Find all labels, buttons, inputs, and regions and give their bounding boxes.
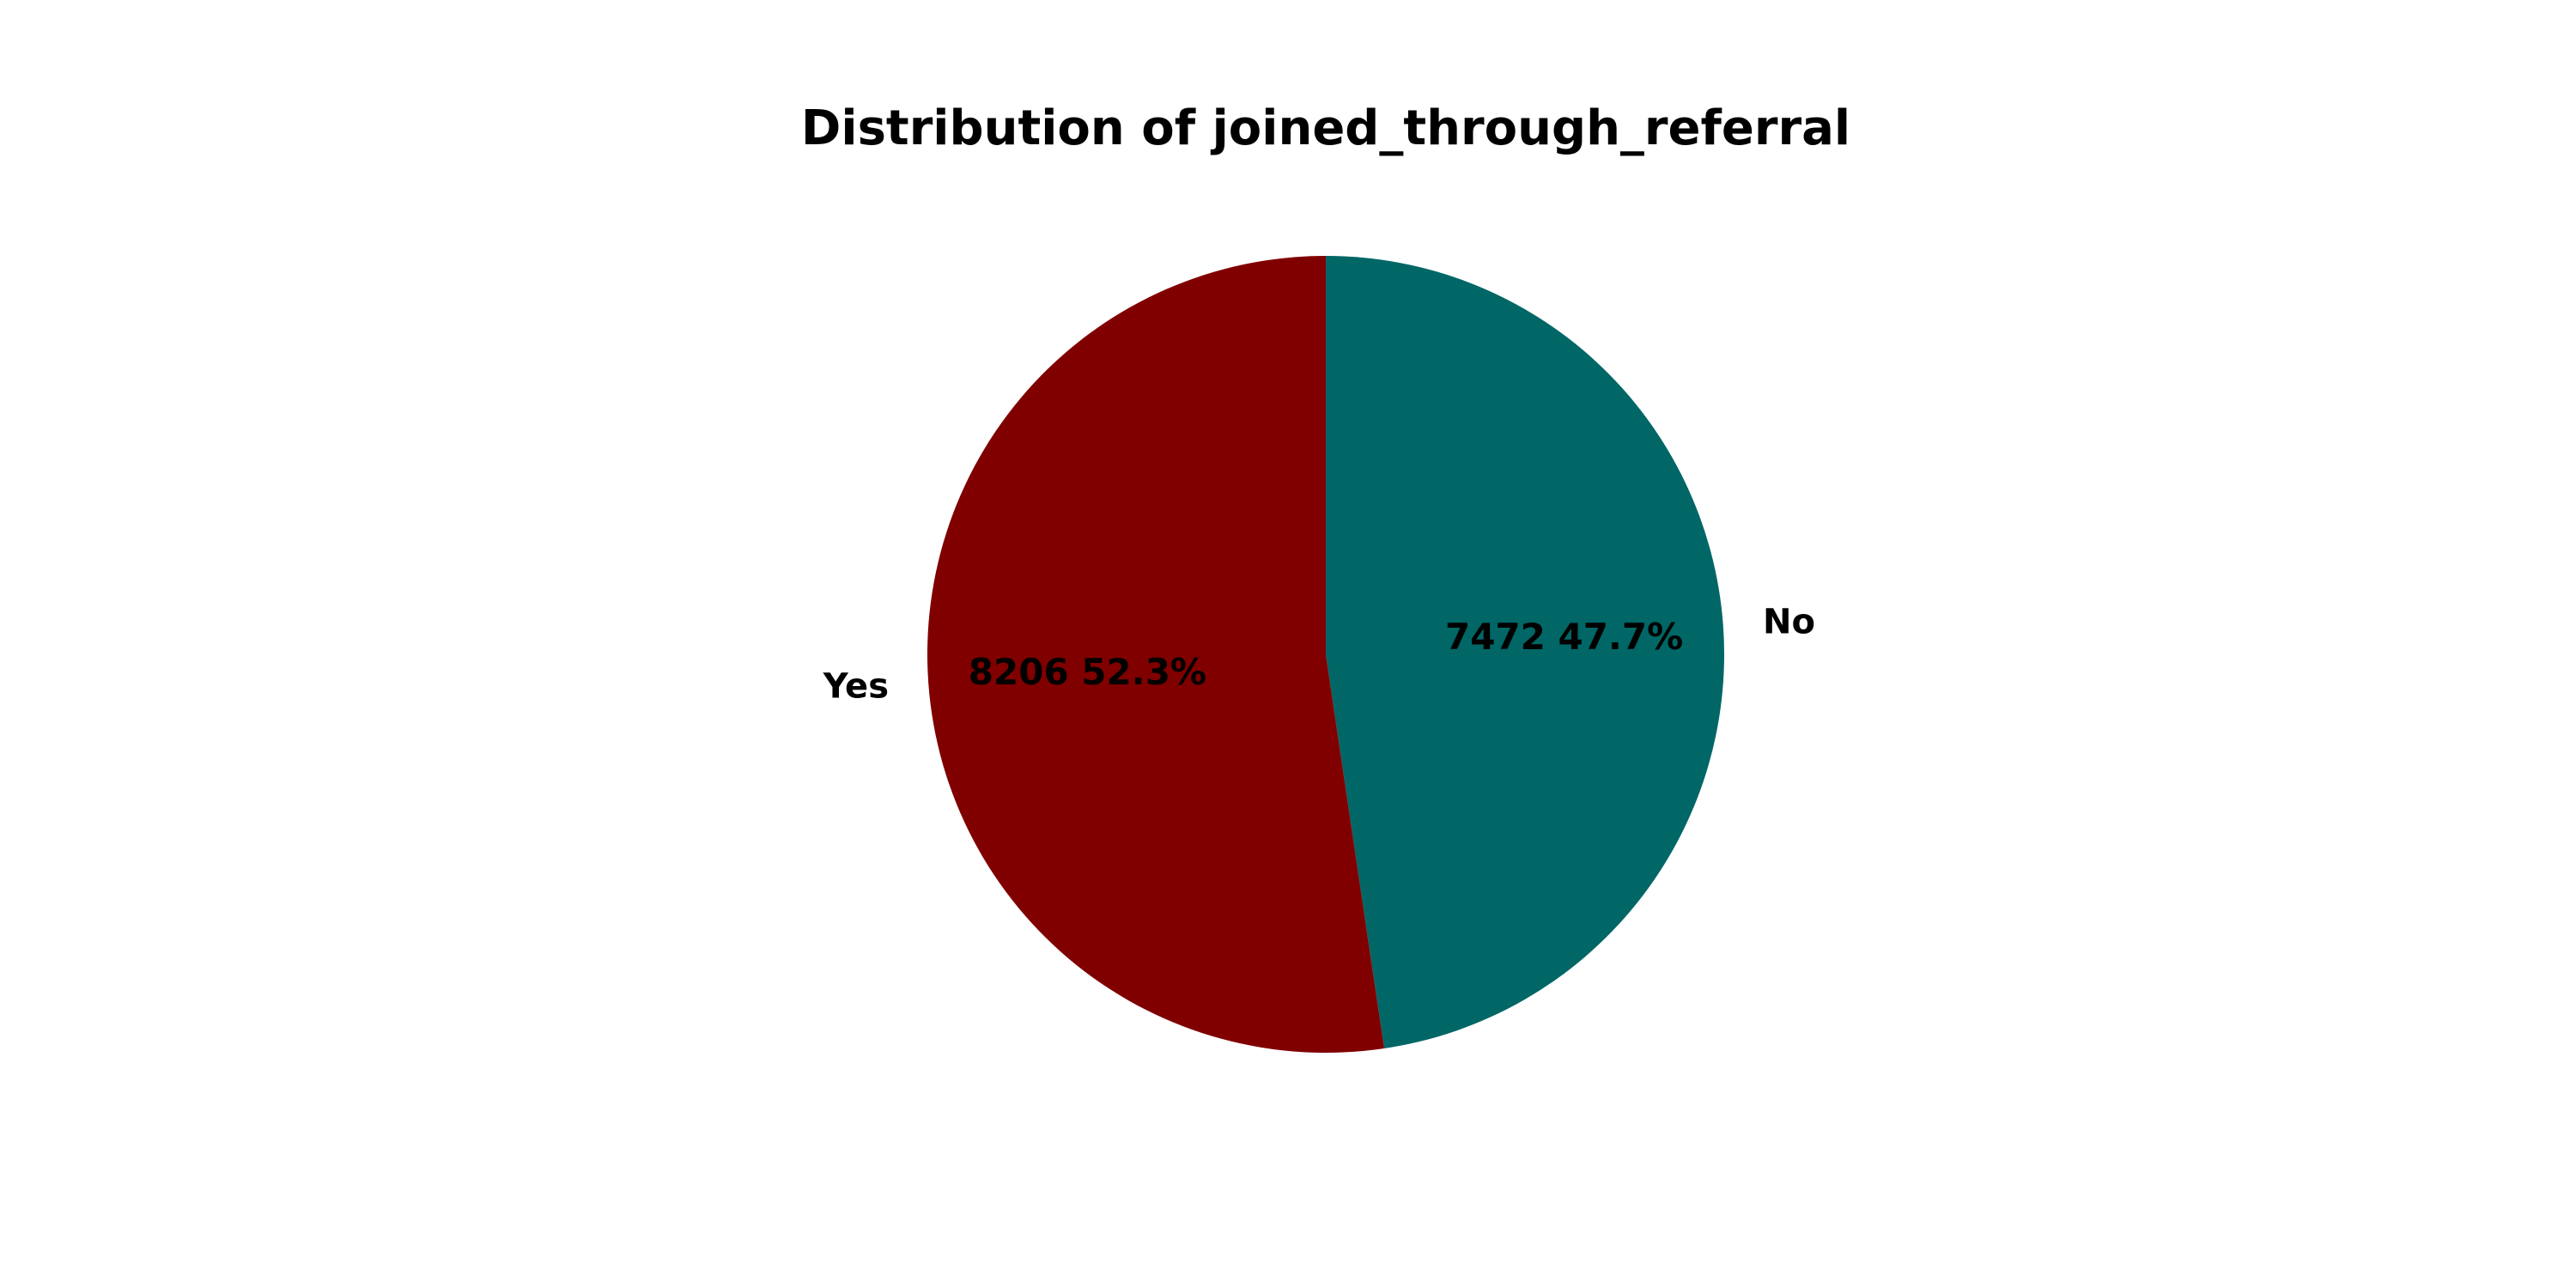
slice-label-yes: Yes [823, 667, 889, 707]
chart-title: Distribution of joined_through_referral [801, 100, 1850, 156]
pie-slice-no [1326, 256, 1724, 1048]
slice-label-no: No [1763, 603, 1815, 642]
slice-value-label-no: 7472 47.7% [1445, 616, 1683, 658]
pie-slice-yes [927, 256, 1384, 1053]
slice-value-label-yes: 8206 52.3% [969, 651, 1206, 693]
pie-slices [927, 256, 1724, 1053]
pie-labels: No 7472 47.7% Yes 8206 52.3% [823, 603, 1815, 707]
